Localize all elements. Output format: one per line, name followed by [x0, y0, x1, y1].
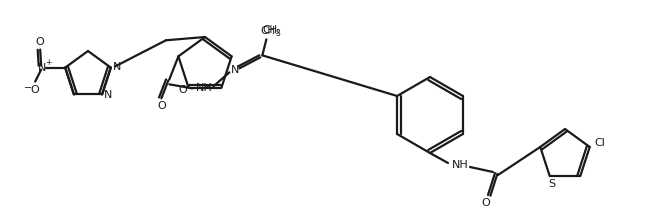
Text: Cl: Cl [594, 138, 605, 148]
Text: CH₃: CH₃ [261, 26, 280, 36]
Text: +: + [45, 58, 51, 67]
Text: NH: NH [196, 83, 213, 93]
Text: S: S [548, 179, 555, 189]
Text: N: N [104, 90, 112, 100]
Text: N: N [112, 62, 121, 72]
Text: 3: 3 [275, 29, 280, 38]
Text: CH: CH [263, 25, 278, 35]
Text: NH: NH [452, 160, 469, 170]
Text: −: − [24, 83, 32, 93]
Text: N: N [231, 65, 240, 75]
Text: O: O [482, 198, 490, 208]
Text: O: O [178, 85, 187, 95]
Text: O: O [36, 37, 45, 47]
Text: O: O [157, 101, 166, 111]
Text: N: N [38, 62, 46, 73]
Text: O: O [31, 85, 40, 95]
